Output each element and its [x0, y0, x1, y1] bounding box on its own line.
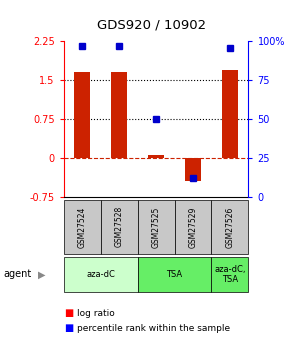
Text: GSM27524: GSM27524 — [78, 206, 87, 247]
Bar — [148, 155, 164, 158]
Bar — [138, 257, 211, 292]
Text: GDS920 / 10902: GDS920 / 10902 — [97, 19, 206, 32]
Text: ▶: ▶ — [38, 269, 45, 279]
Bar — [101, 200, 138, 254]
Text: GSM27526: GSM27526 — [225, 206, 235, 247]
Bar — [138, 200, 175, 254]
Bar — [222, 70, 238, 158]
Bar — [111, 72, 127, 158]
Text: ■: ■ — [64, 324, 73, 333]
Bar — [185, 158, 201, 181]
Text: aza-dC,
TSA: aza-dC, TSA — [214, 265, 246, 284]
Text: GSM27528: GSM27528 — [115, 206, 124, 247]
Bar — [74, 72, 90, 158]
Text: GSM27525: GSM27525 — [152, 206, 161, 247]
Bar — [211, 200, 248, 254]
Bar — [64, 257, 138, 292]
Bar — [64, 200, 101, 254]
Text: ■: ■ — [64, 308, 73, 318]
Bar — [211, 257, 248, 292]
Text: log ratio: log ratio — [77, 309, 115, 318]
Text: aza-dC: aza-dC — [86, 270, 115, 279]
Bar — [175, 200, 211, 254]
Text: GSM27529: GSM27529 — [188, 206, 198, 247]
Text: agent: agent — [3, 269, 31, 279]
Text: percentile rank within the sample: percentile rank within the sample — [77, 324, 230, 333]
Text: TSA: TSA — [166, 270, 183, 279]
